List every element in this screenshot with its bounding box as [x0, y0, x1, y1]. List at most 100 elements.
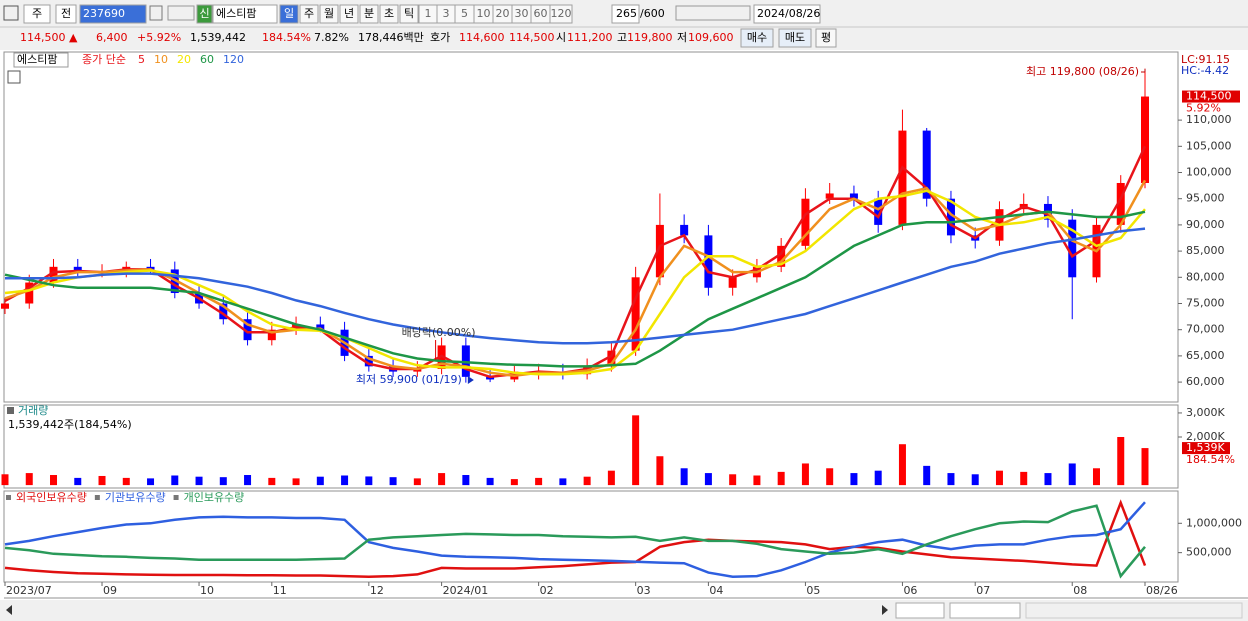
interval-button[interactable]: 20: [496, 7, 510, 20]
sell-button[interactable]: 매도: [785, 31, 805, 44]
volume-bar: [753, 475, 761, 486]
dividend-note: 배당락(0.00%): [402, 326, 476, 339]
badge[interactable]: 신: [199, 7, 209, 20]
legend-title: 에스티팜: [17, 53, 57, 66]
panel-frame: [3, 51, 1179, 403]
candle-body: [1141, 96, 1149, 183]
y-tick-label: 105,000: [1186, 139, 1232, 152]
volume-bar: [826, 468, 834, 486]
market-select-box[interactable]: [23, 4, 51, 24]
count-max: /600: [640, 7, 665, 20]
period-button[interactable]: 월: [324, 7, 334, 20]
candle-body: [874, 198, 883, 225]
volume-bar: [50, 475, 58, 486]
candle-body: [486, 376, 495, 380]
interval-button[interactable]: 5: [461, 7, 468, 20]
period-button[interactable]: 틱: [404, 7, 414, 20]
candle-body: [1, 303, 9, 309]
legend-entry: 외국인보유수량: [16, 491, 87, 504]
volume-bar: [632, 415, 640, 486]
moving-average: [4, 179, 1147, 378]
volume-bar: [268, 477, 276, 486]
avg-button-box[interactable]: [815, 28, 837, 48]
zoom-slider[interactable]: [949, 602, 1021, 619]
x-tick-label: 12: [370, 584, 384, 597]
period-button[interactable]: 일: [284, 6, 294, 20]
quote-turnover: 7.82%: [314, 31, 349, 44]
menu-icon[interactable]: [3, 5, 19, 21]
avg-button[interactable]: 평: [821, 31, 831, 44]
stock-name[interactable]: 에스티팜: [216, 7, 256, 20]
interval-button[interactable]: 3: [443, 7, 450, 20]
volume-bar: [971, 474, 979, 486]
stock-name-box[interactable]: [212, 4, 278, 24]
interval-button[interactable]: 1: [425, 7, 432, 20]
volume-bar: [25, 473, 33, 486]
volume-bar: [438, 473, 446, 486]
legend-swatch: [94, 495, 100, 500]
scroll-left[interactable]: [6, 605, 12, 615]
date-input[interactable]: 2024/08/26: [757, 7, 820, 20]
interval-button[interactable]: 120: [551, 7, 572, 20]
candle-body: [1116, 182, 1125, 225]
interval-button[interactable]: 10: [477, 7, 491, 20]
quote-high-label: 고: [617, 31, 627, 44]
y-tick-label: 2,000K: [1186, 430, 1225, 443]
tool-strip[interactable]: [1025, 602, 1243, 619]
period-button-box[interactable]: [299, 4, 319, 24]
volume-bar: [292, 478, 300, 486]
market-select[interactable]: 주: [32, 7, 42, 20]
candle-body: [849, 193, 858, 199]
interval-button-box[interactable]: [549, 4, 573, 24]
sell-button-box[interactable]: [778, 28, 812, 48]
lc-label: LC:91.15: [1181, 53, 1230, 66]
y-tick-label: 70,000: [1186, 323, 1225, 336]
period-button-box[interactable]: [339, 4, 359, 24]
hc-label: HC:-4.42: [1181, 64, 1229, 77]
period-button[interactable]: 주: [304, 7, 314, 20]
candle-body: [146, 266, 155, 270]
buy-button[interactable]: 매수: [747, 31, 767, 44]
quote-low-label: 저: [677, 31, 687, 44]
holding-line: [4, 499, 1147, 578]
badge-box[interactable]: [196, 4, 213, 24]
sound-icon[interactable]: [167, 5, 195, 21]
volume-bar: [535, 477, 543, 486]
period-button[interactable]: 분: [364, 7, 374, 20]
scroll-right[interactable]: [882, 605, 888, 615]
scope-select[interactable]: 전: [61, 7, 71, 20]
settings-icon[interactable]: [7, 407, 14, 414]
volume-bar: [1141, 448, 1149, 486]
period-button-box[interactable]: [379, 4, 399, 24]
buy-button-box[interactable]: [740, 28, 774, 48]
period-button-box[interactable]: [319, 4, 339, 24]
volume-bar: [219, 477, 227, 486]
quote-open-label: 시: [556, 31, 566, 44]
candle-body: [922, 130, 931, 199]
candle-body: [364, 355, 373, 367]
scope-select-box[interactable]: [55, 4, 77, 24]
search-icon[interactable]: [149, 5, 163, 21]
last-volume-change: 184.54%: [1186, 453, 1235, 466]
code-input-box[interactable]: [79, 4, 147, 24]
count-box[interactable]: [611, 4, 640, 24]
tool-icons[interactable]: [675, 5, 751, 21]
settings-icon[interactable]: [7, 70, 21, 84]
date-input-box[interactable]: [753, 4, 821, 24]
period-button[interactable]: 년: [344, 7, 354, 20]
period-button-box[interactable]: [399, 4, 419, 24]
interval-button[interactable]: 30: [515, 7, 529, 20]
candle-body: [777, 245, 786, 267]
quote-amount: 178,446백만: [358, 31, 424, 44]
nav-buttons[interactable]: [895, 602, 945, 619]
candle-body: [898, 130, 907, 225]
quote-price: 114,500 ▲: [20, 31, 78, 44]
period-button-box[interactable]: [279, 4, 299, 24]
quote-volume-ratio: 184.54%: [262, 31, 311, 44]
code-input[interactable]: 237690: [83, 7, 125, 20]
interval-button[interactable]: 60: [534, 7, 548, 20]
period-button-box[interactable]: [359, 4, 379, 24]
candle-body: [267, 329, 276, 341]
period-button[interactable]: 초: [384, 7, 394, 20]
